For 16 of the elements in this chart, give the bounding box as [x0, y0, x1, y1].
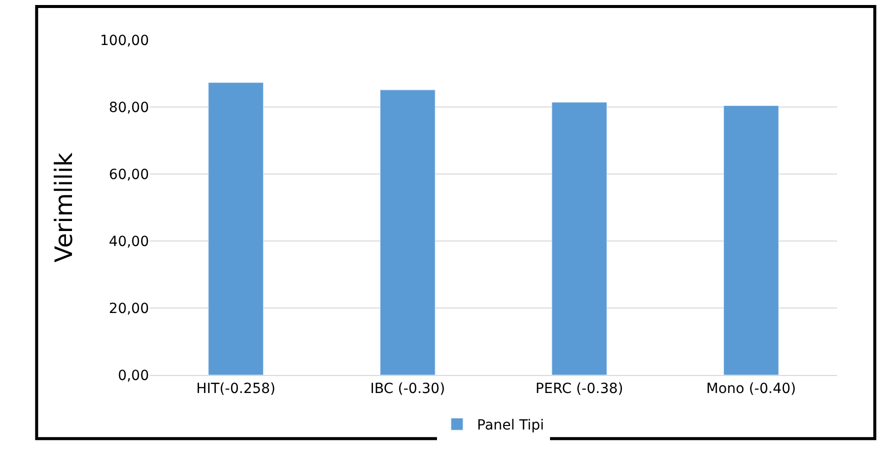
bar	[552, 102, 608, 375]
bar	[208, 82, 264, 375]
x-tick-label: PERC (-0.38)	[536, 380, 624, 397]
y-axis-title: Verimlilik	[50, 152, 78, 262]
y-tick-label: 0,00	[118, 368, 149, 384]
x-tick-label: HIT(-0.258)	[196, 380, 276, 397]
x-tick-label: IBC (-0.30)	[370, 380, 446, 397]
legend-label: Panel Tipi	[477, 418, 544, 434]
y-tick-label: 60,00	[108, 166, 149, 183]
y-tick-label: 20,00	[108, 300, 149, 317]
bar	[380, 90, 436, 375]
y-tick-label: 40,00	[108, 234, 149, 250]
bar	[723, 105, 779, 375]
y-tick-label: 100,00	[100, 32, 149, 49]
y-tick-label: 80,00	[108, 100, 149, 116]
x-tick-label: Mono (-0.40)	[706, 380, 796, 397]
